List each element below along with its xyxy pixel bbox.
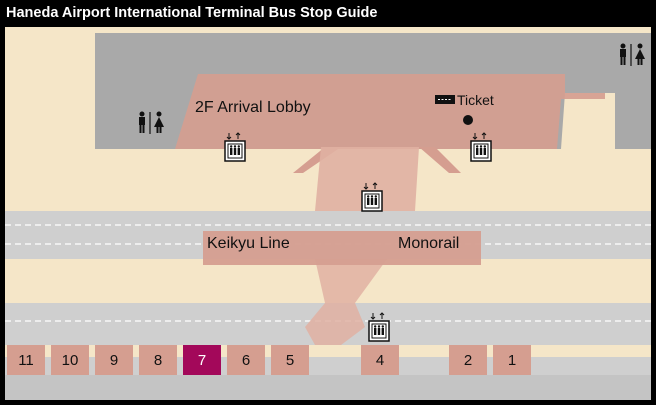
station-band	[203, 231, 481, 265]
bus-stop-5[interactable]: 5	[271, 345, 309, 375]
keikyu-label: Keikyu Line	[207, 235, 290, 252]
arrival-lobby-area	[175, 74, 605, 149]
page-title: Haneda Airport International Terminal Bu…	[6, 5, 378, 21]
bus-stop-10[interactable]: 10	[51, 345, 89, 375]
map-graphics	[5, 33, 651, 400]
bus-stop-8[interactable]: 8	[139, 345, 177, 375]
elevator-icon	[470, 132, 492, 162]
bus-stop-9[interactable]: 9	[95, 345, 133, 375]
ticket-label: Ticket	[457, 92, 494, 108]
terminal-map: 2F Arrival Lobby Ticket Keikyu Line Mono…	[5, 27, 651, 400]
elevator-icon	[368, 312, 390, 342]
bus-stop-7[interactable]: 7	[183, 345, 221, 375]
ticket-icon	[435, 95, 455, 104]
location-dot-icon	[463, 115, 473, 125]
restroom-icon	[620, 43, 645, 66]
elevator-icon	[361, 182, 383, 212]
bus-stop-1[interactable]: 1	[493, 345, 531, 375]
bus-stop-2[interactable]: 2	[449, 345, 487, 375]
elevator-icon	[224, 132, 246, 162]
arrival-lobby-label: 2F Arrival Lobby	[195, 99, 311, 116]
central-walkway	[315, 147, 419, 211]
bus-stop-6[interactable]: 6	[227, 345, 265, 375]
restroom-icon	[139, 111, 164, 134]
bus-stop-4[interactable]: 4	[361, 345, 399, 375]
monorail-label: Monorail	[398, 235, 460, 252]
bus-stop-11[interactable]: 11	[7, 345, 45, 375]
